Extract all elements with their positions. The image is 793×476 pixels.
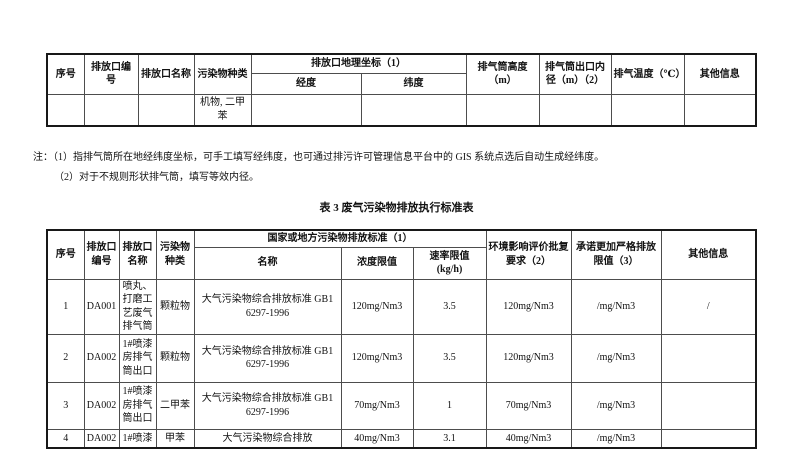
cell-rate-limit: 3.5: [412, 333, 487, 383]
cell-concentration-limit: 120mg/Nm3: [340, 333, 414, 383]
cell-longitude: [250, 93, 362, 127]
col-header-rate-limit: 速率限值(kg/h): [412, 246, 487, 280]
cell-stricter-limit: /mg/Nm3: [570, 381, 662, 430]
col-header-standard-group: 国家或地方污染物排放标准（1）: [193, 229, 487, 248]
cell-eia-requirement: 70mg/Nm3: [485, 381, 572, 430]
col-header-outlet-code: 排放口编号: [83, 229, 120, 280]
cell-outlet-name: 1#喷漆: [118, 428, 157, 449]
col-header-concentration-limit: 浓度限值: [340, 246, 414, 280]
cell-outlet-name: 1#喷漆房排气筒出口: [118, 381, 157, 430]
cell-standard-name: 大气污染物综合排放标准 GB16297-1996: [193, 381, 342, 430]
cell-seq: 1: [46, 278, 85, 335]
col-header-stack-diameter: 排气筒出口内径（m）（2）: [538, 53, 612, 95]
outlet-info-table: 序号 排放口编号 排放口名称 污染物种类 排放口地理坐标（1） 排气筒高度（m）…: [46, 53, 757, 127]
col-header-stricter-limit: 承诺更加严格排放限值（3）: [570, 229, 662, 280]
cell-other-info: [660, 381, 757, 430]
cell-rate-limit: 3.5: [412, 278, 487, 335]
col-header-gas-temperature: 排气温度（℃）: [610, 53, 685, 95]
cell-other-info: [660, 333, 757, 383]
cell-other-info: /: [660, 278, 757, 335]
cell-eia-requirement: 120mg/Nm3: [485, 278, 572, 335]
cell-outlet-code: DA002: [83, 381, 120, 430]
cell-gas-temperature: [610, 93, 685, 127]
cell-stricter-limit: /mg/Nm3: [570, 333, 662, 383]
emission-standards-table: 序号 排放口编号 排放口名称 污染物种类 国家或地方污染物排放标准（1） 环境影…: [46, 229, 757, 449]
cell-seq: 4: [46, 428, 85, 449]
cell-other-info: [660, 428, 757, 449]
table-row: 机物, 二甲苯: [46, 93, 757, 127]
standards-table-header-row: 序号 排放口编号 排放口名称 污染物种类 国家或地方污染物排放标准（1） 环境影…: [46, 229, 757, 280]
col-header-standard-name: 名称: [193, 246, 342, 280]
standards-table-subheader-row: 名称 浓度限值 速率限值(kg/h): [47, 246, 756, 280]
cell-outlet-name: 1#喷漆房排气筒出口: [118, 333, 157, 383]
outlet-table-subheader-row: 经度 纬度: [47, 72, 756, 95]
cell-outlet-name: 喷丸、打磨工艺废气排气筒: [118, 278, 157, 335]
col-header-latitude: 纬度: [360, 72, 467, 95]
col-header-outlet-name: 排放口名称: [118, 229, 157, 280]
table-row: 3 DA002 1#喷漆房排气筒出口 二甲苯 大气污染物综合排放标准 GB162…: [46, 381, 757, 430]
cell-latitude: [360, 93, 467, 127]
cell-rate-limit: 1: [412, 381, 487, 430]
col-header-seq: 序号: [46, 229, 85, 280]
cell-outlet-code: DA002: [83, 333, 120, 383]
cell-pollutant-type: 颗粒物: [155, 333, 195, 383]
cell-outlet-name: [137, 93, 195, 127]
cell-stack-diameter: [538, 93, 612, 127]
cell-pollutant-type: 机物, 二甲苯: [193, 93, 252, 127]
col-header-outlet-code: 排放口编号: [83, 53, 139, 95]
cell-pollutant-type: 甲苯: [155, 428, 195, 449]
col-header-pollutant-type: 污染物种类: [155, 229, 195, 280]
col-header-pollutant-type: 污染物种类: [193, 53, 252, 95]
cell-other-info: [683, 93, 757, 127]
cell-outlet-code: DA002: [83, 428, 120, 449]
outlet-table-header-row: 序号 排放口编号 排放口名称 污染物种类 排放口地理坐标（1） 排气筒高度（m）…: [46, 53, 757, 95]
cell-seq: 2: [46, 333, 85, 383]
cell-outlet-code: DA001: [83, 278, 120, 335]
cell-concentration-limit: 40mg/Nm3: [340, 428, 414, 449]
col-header-seq: 序号: [46, 53, 85, 95]
cell-rate-limit: 3.1: [412, 428, 487, 449]
table-row: 2 DA002 1#喷漆房排气筒出口 颗粒物 大气污染物综合排放标准 GB162…: [46, 333, 757, 383]
cell-concentration-limit: 70mg/Nm3: [340, 381, 414, 430]
table-row: 4 DA002 1#喷漆 甲苯 大气污染物综合排放 40mg/Nm3 3.1 4…: [46, 428, 757, 449]
cell-seq: 3: [46, 381, 85, 430]
cell-seq: [46, 93, 85, 127]
col-header-other-info: 其他信息: [683, 53, 757, 95]
cell-stricter-limit: /mg/Nm3: [570, 278, 662, 335]
footnotes: 注：（1）指排气筒所在地经纬度坐标，可手工填写经纬度，也可通过排污许可管理信息平…: [33, 148, 773, 188]
cell-eia-requirement: 40mg/Nm3: [485, 428, 572, 449]
cell-standard-name: 大气污染物综合排放: [193, 428, 342, 449]
col-header-stack-height: 排气筒高度（m）: [465, 53, 540, 95]
footnote-2: （2）对于不规则形状排气筒，填写等效内径。: [54, 172, 259, 183]
cell-standard-name: 大气污染物综合排放标准 GB16297-1996: [193, 278, 342, 335]
col-header-longitude: 经度: [250, 72, 362, 95]
cell-concentration-limit: 120mg/Nm3: [340, 278, 414, 335]
cell-pollutant-type: 二甲苯: [155, 381, 195, 430]
col-header-geo-group: 排放口地理坐标（1）: [250, 53, 467, 74]
col-header-eia-requirement: 环境影响评价批复要求（2）: [485, 229, 572, 280]
footnote-1: 注：（1）指排气筒所在地经纬度坐标，可手工填写经纬度，也可通过排污许可管理信息平…: [33, 152, 605, 163]
cell-outlet-code: [83, 93, 139, 127]
table3-title: 表 3 废气污染物排放执行标准表: [319, 202, 474, 214]
cell-pollutant-type: 颗粒物: [155, 278, 195, 335]
table-row: 1 DA001 喷丸、打磨工艺废气排气筒 颗粒物 大气污染物综合排放标准 GB1…: [46, 278, 757, 335]
col-header-outlet-name: 排放口名称: [137, 53, 195, 95]
cell-stricter-limit: /mg/Nm3: [570, 428, 662, 449]
col-header-other-info: 其他信息: [660, 229, 757, 280]
cell-eia-requirement: 120mg/Nm3: [485, 333, 572, 383]
cell-standard-name: 大气污染物综合排放标准 GB16297-1996: [193, 333, 342, 383]
cell-stack-height: [465, 93, 540, 127]
